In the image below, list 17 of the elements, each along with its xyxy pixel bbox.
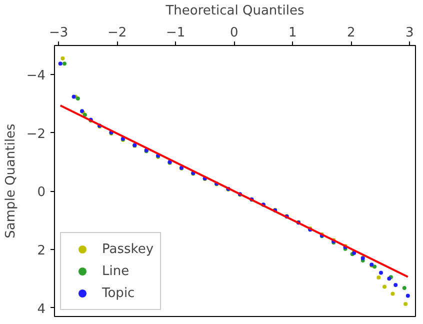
x-tick-label: 0 [230,26,238,40]
y-axis-title: Sample Quantiles [3,123,18,238]
x-tick-label: −1 [166,26,186,40]
x-axis-title: Theoretical Quantiles [164,4,304,18]
x-tick-label: 1 [288,26,297,40]
x-tick-label: 3 [406,26,414,40]
legend-label: Topic [102,286,135,300]
x-tick-label: −2 [108,26,127,40]
y-tick-label: 2 [37,243,46,258]
legend-label: Passkey [102,242,154,256]
y-tick-label: 4 [37,302,46,317]
legend-label: Line [102,264,130,278]
y-tick-label: −2 [26,126,46,142]
x-tick-label: 2 [347,26,356,40]
x-tick-label: −3 [49,26,68,40]
y-tick-label: −4 [26,68,46,84]
y-tick-label: 0 [37,185,46,200]
